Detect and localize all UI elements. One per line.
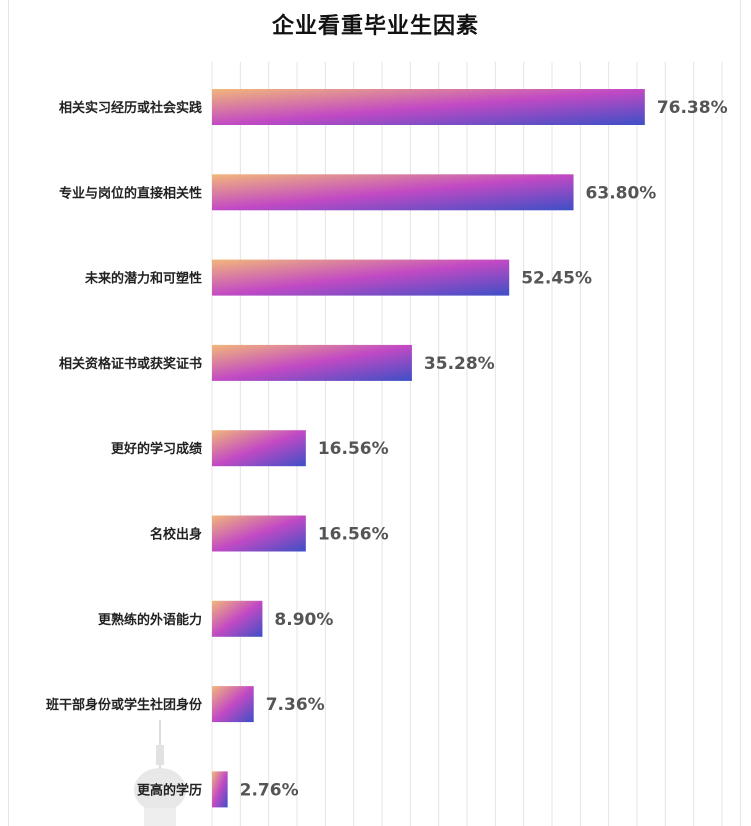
bar <box>212 515 306 552</box>
bar <box>212 174 574 211</box>
category-label: 更熟练的外语能力 <box>98 612 202 628</box>
value-label: 76.38% <box>657 98 728 118</box>
bar <box>212 344 412 381</box>
category-label: 更好的学习成绩 <box>111 441 202 457</box>
category-label: 更高的学历 <box>137 782 202 798</box>
frame-right-edge <box>740 0 741 826</box>
bar <box>212 600 263 637</box>
bar <box>212 686 254 723</box>
value-label: 7.36% <box>266 695 325 715</box>
category-label: 相关资格证书或获奖证书 <box>59 356 202 372</box>
value-label: 2.76% <box>240 780 299 800</box>
bar <box>212 259 510 296</box>
category-label: 专业与岗位的直接相关性 <box>59 185 202 201</box>
value-label: 8.90% <box>274 610 333 630</box>
category-label: 班干部身份或学生社团身份 <box>46 697 203 713</box>
tower-watermark <box>134 720 186 826</box>
value-label: 63.80% <box>586 183 657 203</box>
category-label: 名校出身 <box>150 527 202 543</box>
value-label: 52.45% <box>521 269 592 289</box>
value-label: 16.56% <box>318 525 389 545</box>
bar <box>212 771 228 808</box>
bar <box>212 89 645 125</box>
category-label: 未来的潜力和可塑性 <box>84 271 202 287</box>
value-label: 35.28% <box>424 354 495 374</box>
value-label: 16.56% <box>318 439 389 459</box>
bar <box>212 430 306 467</box>
frame-left-edge <box>8 0 9 826</box>
category-label: 相关实习经历或社会实践 <box>59 100 202 116</box>
chart-title: 企业看重毕业生因素 <box>271 14 479 39</box>
